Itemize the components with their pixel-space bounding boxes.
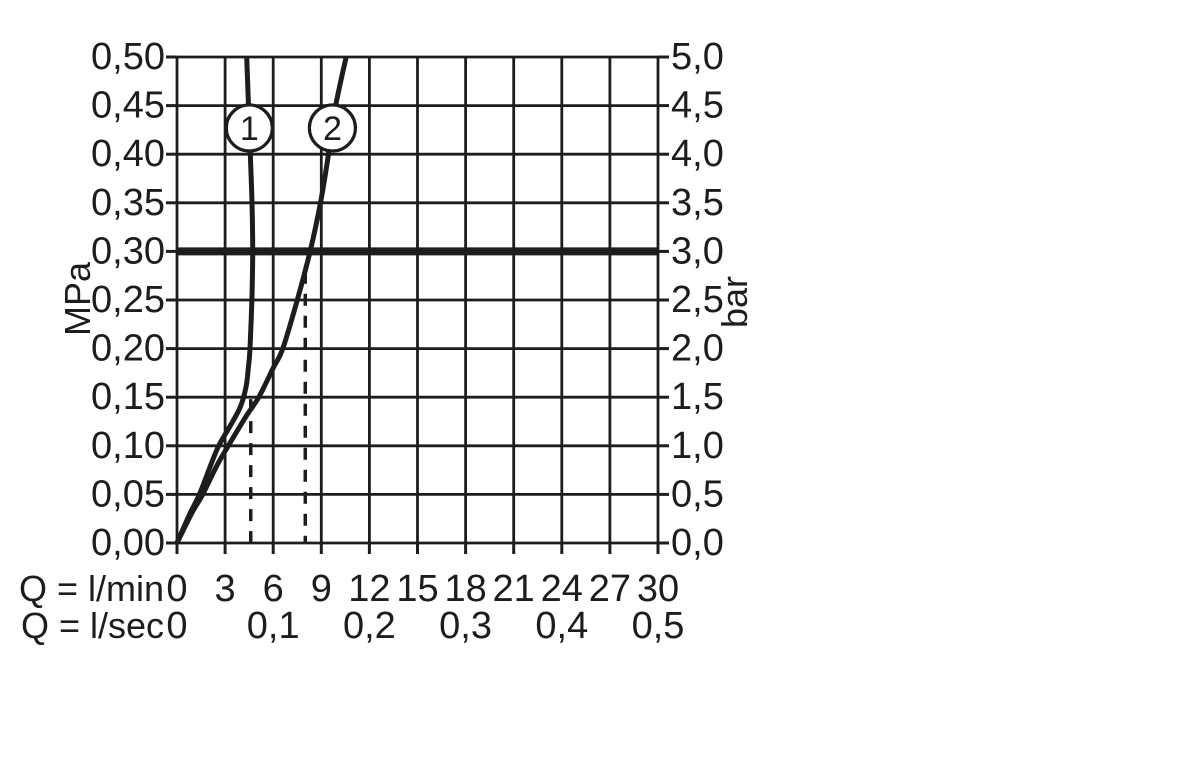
y-left-tick-label: 0,15 [91,376,165,418]
x-tick-label-lsec: 0,5 [632,605,685,647]
y-left-tick-label: 0,10 [91,425,165,467]
curve-2 [174,56,349,545]
curves [174,56,349,545]
x-tick-label-lsec: 0,4 [535,605,588,647]
x-tick-label-lmin: 3 [215,568,236,610]
y-left-tick-label: 0,00 [91,522,165,564]
curve-badge-label-2: 2 [323,110,342,148]
y-left-unit: MPa [57,261,98,336]
y-right-tick-label: 2,5 [671,279,724,321]
guides [249,271,308,543]
x-tick-label-lmin: 21 [493,568,535,610]
curve-badge-label-1: 1 [240,110,259,148]
x-axis-row-lsec: Q = l/sec 0 0,1 0,2 0,3 0,4 0,5 [21,605,684,647]
axis-unit-label-mpa: MPa [57,261,98,336]
y-right-tick-label: 4,5 [671,85,724,127]
y-right-tick-label: 3,5 [671,182,724,224]
x-tick-label-lmin: 6 [263,568,284,610]
x-tick-label-lmin: 15 [396,568,438,610]
x-axis-row-lmin: Q = l/min 0 3 6 9 12 15 18 21 24 27 30 [19,568,679,610]
x-tick-label-lmin: 12 [348,568,390,610]
x-row-label-lsec: Q = l/sec [21,605,164,646]
y-right-tick-label: 5,0 [671,36,724,78]
y-left-tick-label: 0,25 [91,279,165,321]
axis-unit-label-bar: bar [714,276,755,328]
y-right-unit: bar [714,276,755,328]
x-tick-label-lmin: 9 [311,568,332,610]
y-left-tick-label: 0,40 [91,133,165,175]
y-right-tick-label: 1,5 [671,376,724,418]
x-tick-label-lmin: 27 [589,568,631,610]
y-left-tick-label: 0,45 [91,85,165,127]
x-row-label-lmin: Q = l/min [19,568,164,609]
y-left-tick-label: 0,30 [91,230,165,272]
x-tick-label-lsec: 0,3 [439,605,492,647]
y-right-tick-label: 3,0 [671,230,724,272]
y-right-tick-label: 0,0 [671,522,724,564]
x-tick-label-lmin: 24 [541,568,583,610]
curve-1 [174,56,256,544]
y-right-tick-label: 0,5 [671,473,724,515]
grid [175,55,660,545]
curve-badge-circle-2 [307,103,358,153]
x-tick-label-lsec: 0,2 [343,605,396,647]
y-left-tick-label: 0,20 [91,328,165,370]
y-right-tick-label: 4,0 [671,133,724,175]
x-tick-label-lmin: 30 [637,568,679,610]
y-left-tick-labels: 0,50 0,45 0,40 0,35 0,30 0,25 0,20 0,15 0,10 0,05… [91,36,165,564]
y-left-tick-label: 0,05 [91,473,165,515]
x-tick-label-lsec: 0 [166,605,187,647]
y-left-tick-label: 0,50 [91,36,165,78]
x-tick-label-lmin: 0 [166,568,187,610]
x-tick-label-lmin: 18 [444,568,486,610]
curve-badge-circle-1 [224,103,274,153]
y-right-tick-label: 2,0 [671,328,724,370]
y-right-tick-labels: 5,0 4,5 4,0 3,5 3,0 2,5 2,0 1,5 1,0 0,5 0,0 [671,36,724,564]
y-left-tick-label: 0,35 [91,182,165,224]
y-right-tick-label: 1,0 [671,425,724,467]
axis-ticks [166,55,669,554]
x-tick-label-lsec: 0,1 [247,605,300,647]
